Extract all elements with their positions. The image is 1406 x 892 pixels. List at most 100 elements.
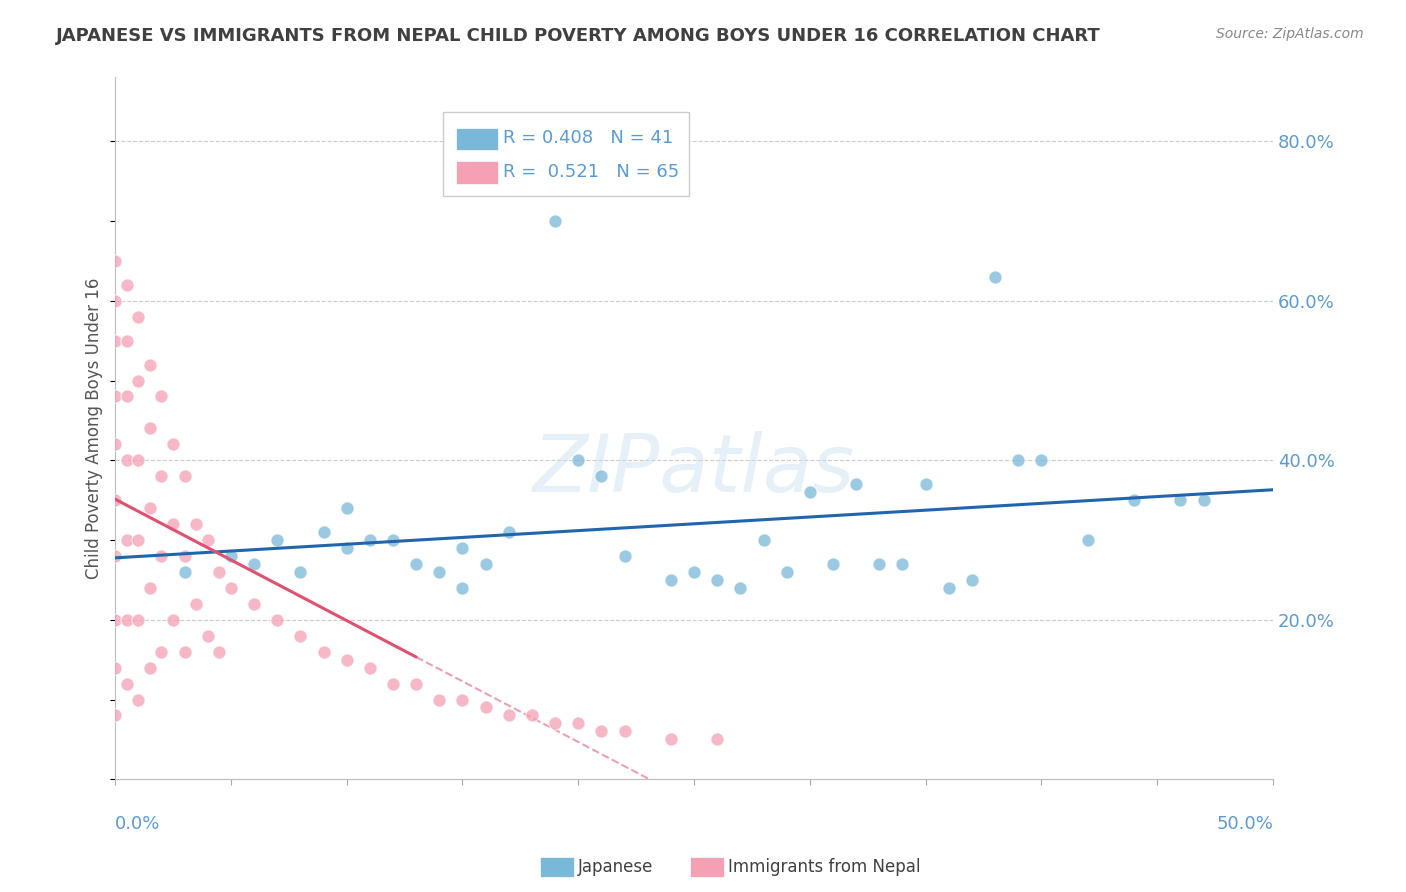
Point [208,645,231,659]
Point [150,549,173,563]
Point [336,501,359,516]
Point [186,597,208,611]
Point [290,565,312,579]
Point [567,453,589,467]
Point [613,549,636,563]
Point [127,453,149,467]
Point [938,581,960,595]
Point [197,533,219,547]
Point [544,716,567,731]
Point [139,581,162,595]
Text: JAPANESE VS IMMIGRANTS FROM NEPAL CHILD POVERTY AMONG BOYS UNDER 16 CORRELATION : JAPANESE VS IMMIGRANTS FROM NEPAL CHILD … [56,27,1101,45]
Point [474,557,496,571]
Point [359,660,381,674]
Point [115,334,138,348]
Point [243,597,266,611]
Point [451,581,474,595]
Point [659,732,682,747]
Point [336,541,359,555]
Point [186,517,208,532]
Point [162,517,184,532]
Point [115,453,138,467]
Point [104,613,127,627]
Point [1192,493,1215,508]
Text: ZIPatlas: ZIPatlas [533,432,855,509]
Point [451,692,474,706]
Point [1170,493,1192,508]
Point [498,524,520,539]
Point [219,581,242,595]
Text: R =  0.521   N = 65: R = 0.521 N = 65 [503,163,679,181]
Point [427,565,450,579]
Point [868,557,890,571]
Point [591,469,613,483]
Point [405,557,427,571]
Point [730,581,752,595]
Point [706,732,728,747]
Point [173,469,195,483]
Point [104,293,127,308]
Point [104,493,127,508]
Point [474,700,496,714]
Point [290,629,312,643]
Point [173,549,195,563]
Point [139,421,162,435]
Point [139,501,162,516]
Point [139,358,162,372]
Point [706,573,728,587]
Point [498,708,520,723]
Point [104,708,127,723]
Text: Source: ZipAtlas.com: Source: ZipAtlas.com [1216,27,1364,41]
Point [591,724,613,739]
Point [243,557,266,571]
Point [1077,533,1099,547]
Point [127,310,149,324]
Point [104,334,127,348]
Point [197,629,219,643]
Point [891,557,914,571]
Point [173,645,195,659]
Text: 0.0%: 0.0% [115,815,160,833]
Point [208,565,231,579]
Point [613,724,636,739]
Point [127,692,149,706]
Point [312,645,335,659]
Y-axis label: Child Poverty Among Boys Under 16: Child Poverty Among Boys Under 16 [86,277,103,579]
Point [150,645,173,659]
Point [127,613,149,627]
Point [104,549,127,563]
Point [520,708,543,723]
Point [382,676,405,690]
Point [1007,453,1029,467]
Point [266,613,288,627]
Point [567,716,589,731]
Point [115,277,138,292]
Point [960,573,983,587]
Point [312,524,335,539]
Point [659,573,682,587]
Point [1123,493,1146,508]
Point [799,485,821,500]
Point [115,676,138,690]
Point [104,253,127,268]
Point [115,389,138,403]
Text: R = 0.408   N = 41: R = 0.408 N = 41 [503,129,673,147]
Point [752,533,775,547]
Point [359,533,381,547]
Point [139,660,162,674]
Point [776,565,799,579]
Point [683,565,706,579]
Text: 50.0%: 50.0% [1216,815,1272,833]
Point [266,533,288,547]
Point [150,389,173,403]
Point [845,477,868,491]
Point [115,533,138,547]
Point [150,469,173,483]
Point [104,660,127,674]
Point [127,374,149,388]
Point [914,477,936,491]
Point [427,692,450,706]
Text: Japanese: Japanese [578,858,654,876]
Point [984,269,1007,284]
Point [451,541,474,555]
